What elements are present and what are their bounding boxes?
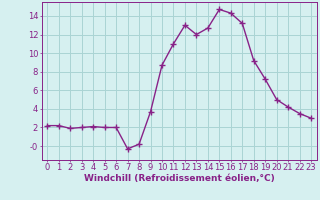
X-axis label: Windchill (Refroidissement éolien,°C): Windchill (Refroidissement éolien,°C) [84, 174, 275, 183]
